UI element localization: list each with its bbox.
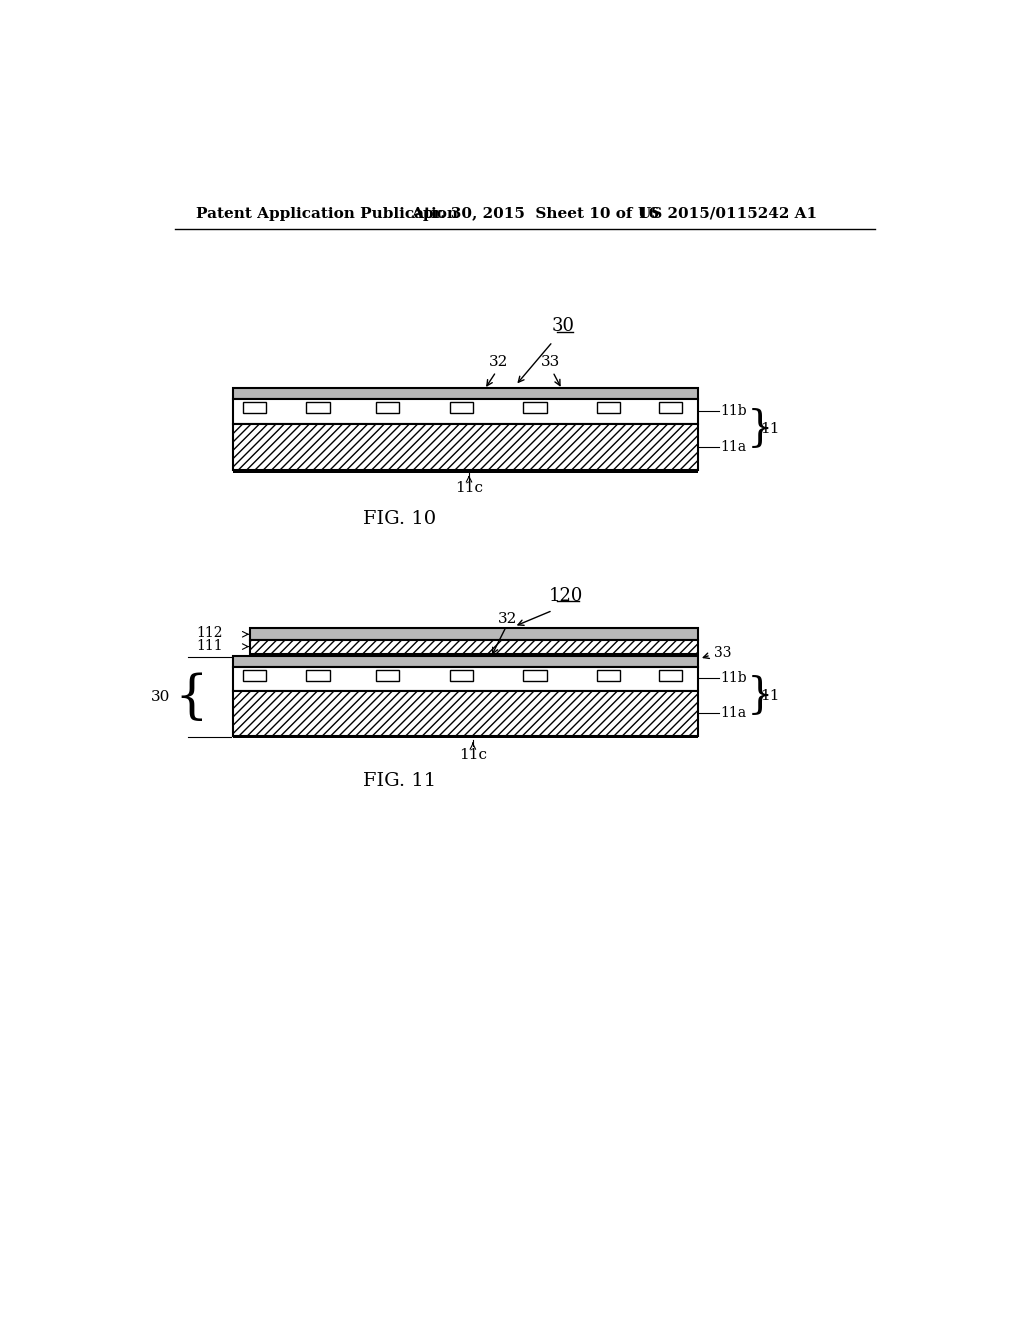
Bar bbox=[232, 737, 697, 738]
Text: 11c: 11c bbox=[459, 748, 486, 762]
Bar bbox=[232, 388, 697, 399]
Text: 32: 32 bbox=[488, 355, 508, 370]
Bar bbox=[251, 640, 697, 653]
Text: US 2015/0115242 A1: US 2015/0115242 A1 bbox=[638, 207, 817, 220]
Text: 11c: 11c bbox=[455, 480, 483, 495]
Text: Patent Application Publication: Patent Application Publication bbox=[197, 207, 458, 220]
Bar bbox=[232, 424, 697, 470]
Bar bbox=[306, 671, 330, 681]
Bar bbox=[232, 692, 697, 737]
Bar bbox=[232, 399, 697, 424]
Text: 11: 11 bbox=[760, 422, 779, 437]
Text: 33: 33 bbox=[714, 645, 731, 660]
Text: 32: 32 bbox=[498, 612, 517, 626]
Text: 112: 112 bbox=[197, 627, 222, 640]
Bar bbox=[450, 671, 473, 681]
Text: 11b: 11b bbox=[720, 671, 746, 685]
Text: 11a: 11a bbox=[720, 440, 746, 454]
Text: FIG. 10: FIG. 10 bbox=[362, 510, 436, 528]
Bar bbox=[306, 401, 330, 412]
Text: 11a: 11a bbox=[720, 706, 746, 719]
Text: 30: 30 bbox=[552, 317, 575, 335]
Bar bbox=[232, 470, 697, 473]
Text: FIG. 11: FIG. 11 bbox=[362, 772, 436, 789]
Bar bbox=[251, 655, 697, 657]
Text: Apr. 30, 2015  Sheet 10 of 16: Apr. 30, 2015 Sheet 10 of 16 bbox=[411, 207, 658, 220]
Text: 11: 11 bbox=[760, 689, 779, 702]
Text: 11b: 11b bbox=[720, 404, 746, 418]
Bar bbox=[251, 628, 697, 640]
Bar bbox=[597, 401, 621, 412]
Text: 33: 33 bbox=[541, 355, 560, 370]
Bar bbox=[523, 401, 547, 412]
Text: 111: 111 bbox=[197, 639, 223, 653]
Text: }: } bbox=[746, 675, 773, 717]
Bar bbox=[658, 401, 682, 412]
Text: {: { bbox=[174, 672, 208, 723]
Bar bbox=[376, 401, 399, 412]
Bar bbox=[376, 671, 399, 681]
Bar bbox=[523, 671, 547, 681]
Text: 30: 30 bbox=[152, 690, 171, 705]
Bar bbox=[450, 401, 473, 412]
Bar bbox=[597, 671, 621, 681]
Bar bbox=[658, 671, 682, 681]
Text: 120: 120 bbox=[549, 587, 583, 605]
Text: }: } bbox=[746, 408, 773, 450]
Bar bbox=[232, 656, 697, 667]
Bar bbox=[243, 401, 266, 412]
Bar bbox=[243, 671, 266, 681]
Bar bbox=[232, 667, 697, 692]
